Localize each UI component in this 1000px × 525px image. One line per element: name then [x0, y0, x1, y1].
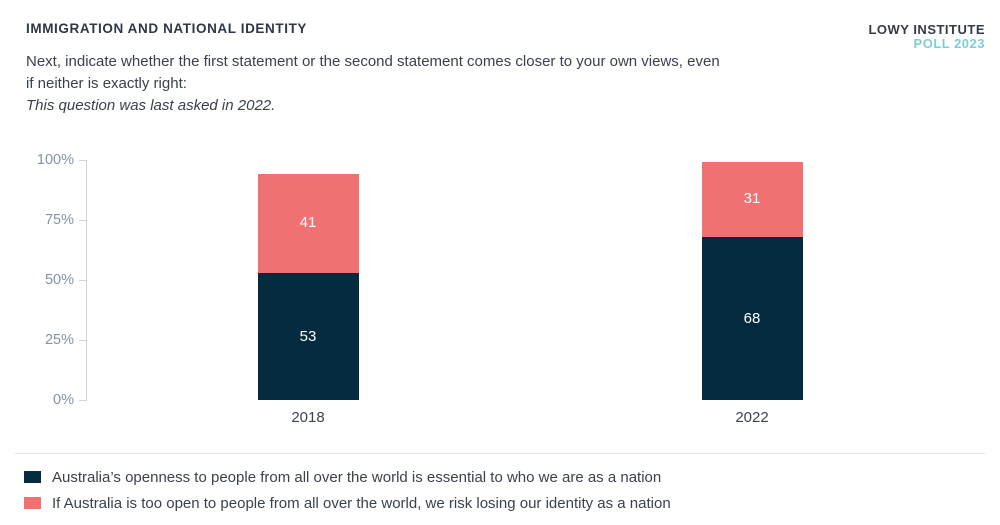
legend-swatch-icon	[24, 497, 41, 509]
y-axis-line	[86, 160, 87, 401]
legend-label: Australia’s openness to people from all …	[52, 468, 662, 486]
x-axis-category-label: 2022	[735, 409, 769, 426]
logo-line1: LOWY INSTITUTE	[868, 22, 985, 37]
legend-row[interactable]: If Australia is too open to people from …	[24, 490, 985, 516]
bar-value-label: 68	[743, 309, 761, 327]
lowy-institute-logo: LOWY INSTITUTE POLL 2023	[868, 23, 985, 51]
bar-segment[interactable]: 68	[701, 236, 803, 400]
y-axis-tick	[79, 400, 86, 401]
y-axis-tick-label: 100%	[36, 152, 74, 168]
bar-segment[interactable]: 53	[257, 272, 359, 400]
x-axis-category-label: 2018	[291, 409, 325, 426]
y-axis-tick	[79, 160, 86, 161]
bar-value-label: 41	[299, 214, 317, 232]
y-axis-tick	[79, 340, 86, 341]
legend-swatch-icon	[24, 471, 41, 483]
logo-line2: POLL 2023	[913, 36, 985, 51]
bar-value-label: 53	[299, 327, 317, 345]
y-axis-tick-label: 25%	[44, 332, 74, 348]
y-axis-tick	[79, 280, 86, 281]
bar-value-label: 31	[743, 190, 761, 208]
legend-row[interactable]: Australia’s openness to people from all …	[24, 464, 985, 490]
legend-divider	[15, 453, 985, 454]
chart-title: IMMIGRATION AND NATIONAL IDENTITY	[26, 21, 308, 36]
y-axis-tick-label: 50%	[44, 272, 74, 288]
bar-segment[interactable]: 41	[257, 174, 359, 273]
bar-segment[interactable]: 31	[701, 162, 803, 237]
legend-label: If Australia is too open to people from …	[52, 494, 671, 512]
chart-note: This question was last asked in 2022.	[26, 97, 276, 114]
y-axis-tick	[79, 220, 86, 221]
y-axis-tick-label: 75%	[44, 212, 74, 228]
y-axis-tick-label: 0%	[53, 392, 74, 408]
legend: Australia’s openness to people from all …	[24, 464, 985, 516]
chart-description: Next, indicate whether the first stateme…	[26, 53, 720, 92]
